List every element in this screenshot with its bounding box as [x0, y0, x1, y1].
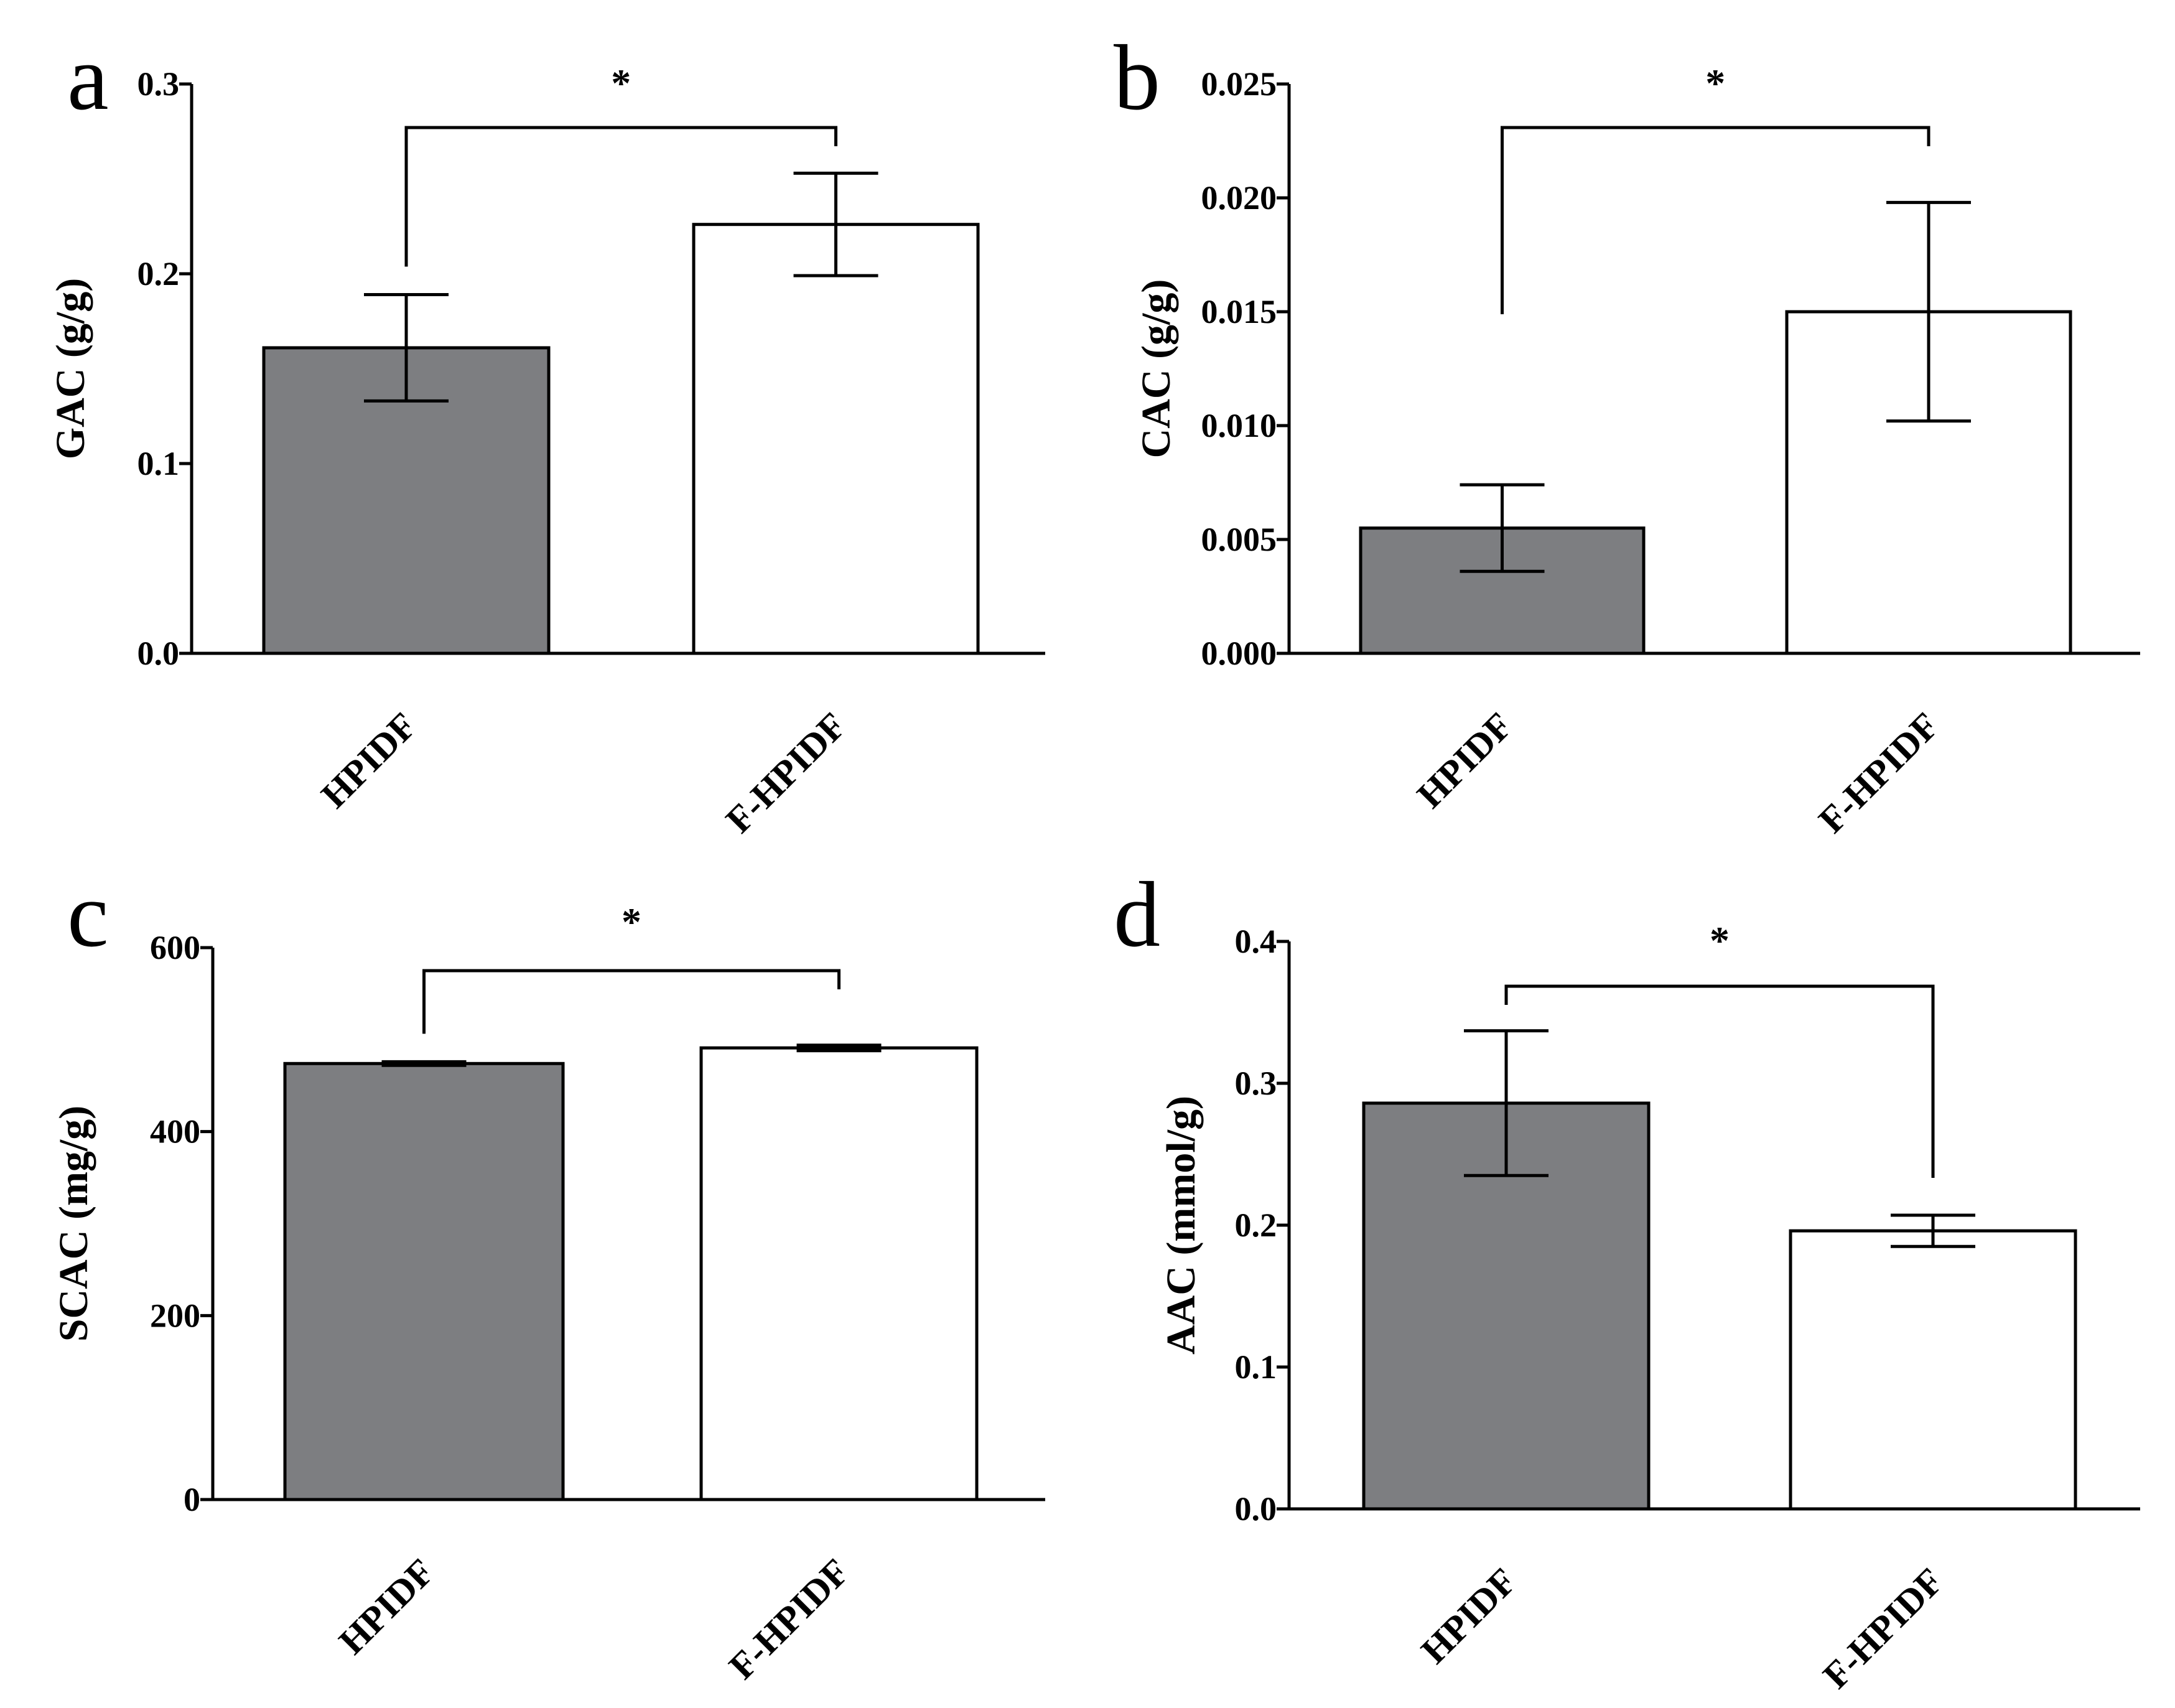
category-label: HPIDF: [1414, 1561, 1525, 1672]
y-tick-label: 600: [150, 929, 200, 966]
y-axis-label: SCAC (mg/g): [51, 1106, 96, 1342]
y-tick-label: 200: [150, 1297, 200, 1334]
y-tick-label: 0.3: [1235, 1065, 1277, 1102]
significance-bracket: [404, 126, 837, 267]
significance-bracket: [422, 969, 841, 1034]
y-tick-label: 400: [150, 1113, 200, 1150]
bar-f-hpidf: [692, 223, 980, 655]
panel-c: c HPIDF F-HPIDF 0 200 400 600 SCAC (mg/g) *: [51, 863, 1045, 1687]
category-label: F-HPIDF: [1810, 705, 1947, 841]
significance-star: *: [611, 61, 631, 105]
y-tick-label: 0.2: [137, 255, 180, 292]
y-tick-label: 0: [184, 1481, 200, 1518]
y-axis-label: GAC (g/g): [48, 278, 93, 459]
panel-letter: c: [67, 863, 109, 966]
panel-d: d HPIDF F-HPIDF 0.0 0.1 0.2 0.3 0.4 AAC (mmol/g)…: [1114, 863, 2140, 1696]
y-tick-label: 0.2: [1235, 1206, 1277, 1244]
significance-star: *: [1705, 61, 1725, 105]
category-label: HPIDF: [314, 705, 425, 816]
category-label: HPIDF: [1409, 705, 1521, 816]
panel-a: a HPIDF F-HPIDF 0.0 0.1 0.2 0.3 GAC (g/g) *: [48, 26, 1045, 841]
bar-f-hpidf: [699, 1046, 979, 1501]
bar-hpidf: [283, 1062, 565, 1501]
y-tick-label: 0.3: [137, 65, 180, 103]
y-tick-label: 0.0: [1235, 1490, 1277, 1528]
significance-bracket: [1504, 984, 1935, 1178]
category-label: F-HPIDF: [718, 705, 854, 841]
y-tick-label: 0.020: [1201, 179, 1277, 217]
y-tick-label: 0.1: [1235, 1348, 1277, 1386]
significance-star: *: [1710, 918, 1730, 963]
y-tick-label: 0.000: [1201, 635, 1277, 672]
category-label: F-HPIDF: [1815, 1561, 1951, 1697]
category-label: HPIDF: [331, 1551, 442, 1663]
bar-f-hpidf: [1789, 1229, 2077, 1511]
panel-letter: d: [1114, 863, 1160, 966]
y-tick-label: 0.015: [1201, 293, 1277, 330]
category-label: F-HPIDF: [721, 1551, 857, 1687]
y-tick-label: 0.005: [1201, 521, 1277, 558]
y-tick-label: 0.025: [1201, 65, 1277, 103]
panel-letter: a: [67, 26, 109, 129]
y-tick-label: 0.0: [137, 635, 180, 672]
significance-bracket: [1501, 126, 1930, 314]
panel-letter: b: [1114, 26, 1160, 129]
y-tick-label: 0.4: [1235, 923, 1277, 960]
significance-star: *: [622, 900, 641, 944]
y-tick-label: 0.010: [1201, 407, 1277, 444]
y-axis-label: AAC (mmol/g): [1158, 1096, 1204, 1355]
y-tick-label: 0.1: [137, 445, 180, 482]
y-axis-label: CAC (g/g): [1134, 279, 1179, 459]
panel-b: b HPIDF F-HPIDF 0.000 0.005 0.010 0.015 0.020 0.…: [1114, 26, 2140, 841]
